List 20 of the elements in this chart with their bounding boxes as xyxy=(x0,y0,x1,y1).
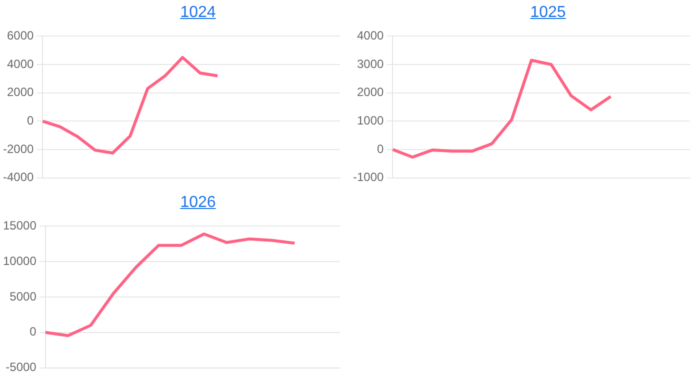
y-tick-label: 2000 xyxy=(356,85,384,100)
y-tick-label: 4000 xyxy=(6,56,34,71)
y-tick-label: 15000 xyxy=(2,218,37,233)
y-tick-label: 4000 xyxy=(356,28,384,43)
chart-title: 1026 xyxy=(180,194,216,211)
y-tick-label: 1000 xyxy=(356,113,384,128)
y-tick-label: 2000 xyxy=(6,85,34,100)
y-tick-label: 0 xyxy=(377,142,384,156)
y-tick-label: 3000 xyxy=(356,56,384,71)
y-tick-label: 0 xyxy=(27,113,34,128)
y-tick-label: -2000 xyxy=(2,142,34,156)
chart-title: 1024 xyxy=(180,4,216,21)
y-tick-label: 10000 xyxy=(2,254,37,268)
y-tick-label: 5000 xyxy=(10,289,37,304)
y-tick-label: -5000 xyxy=(6,360,37,374)
y-tick-label: 0 xyxy=(30,324,37,339)
chart-title: 1025 xyxy=(530,4,566,21)
y-tick-label: 6000 xyxy=(6,28,34,43)
y-tick-label: -4000 xyxy=(2,170,34,184)
y-tick-label: -1000 xyxy=(352,170,384,184)
